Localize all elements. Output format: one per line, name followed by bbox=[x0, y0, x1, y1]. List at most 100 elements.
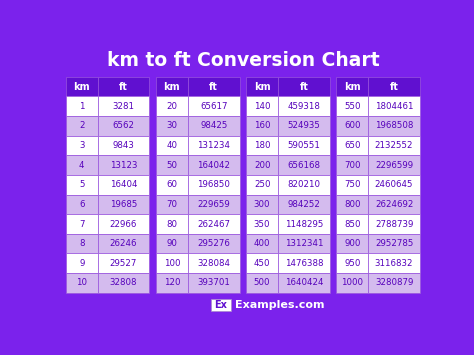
Bar bbox=[368, 155, 420, 175]
Bar bbox=[368, 116, 420, 136]
Bar bbox=[98, 136, 149, 155]
Text: 120: 120 bbox=[164, 278, 180, 288]
Bar bbox=[98, 195, 149, 214]
Bar bbox=[337, 195, 368, 214]
Bar bbox=[337, 253, 368, 273]
Bar bbox=[66, 136, 98, 155]
Text: 400: 400 bbox=[254, 239, 270, 248]
Bar bbox=[246, 136, 278, 155]
Text: 550: 550 bbox=[344, 102, 361, 111]
Text: 1476388: 1476388 bbox=[285, 259, 323, 268]
Text: 8: 8 bbox=[79, 239, 84, 248]
Bar bbox=[278, 77, 330, 97]
Text: 26246: 26246 bbox=[110, 239, 137, 248]
Text: 820210: 820210 bbox=[287, 180, 320, 189]
Bar bbox=[278, 116, 330, 136]
Text: 1312341: 1312341 bbox=[285, 239, 323, 248]
Bar bbox=[337, 214, 368, 234]
Bar bbox=[98, 214, 149, 234]
Text: 4: 4 bbox=[79, 160, 84, 170]
Text: 9: 9 bbox=[79, 259, 84, 268]
Bar bbox=[156, 155, 188, 175]
Text: 262467: 262467 bbox=[197, 219, 230, 229]
Text: 2460645: 2460645 bbox=[375, 180, 413, 189]
Bar bbox=[66, 234, 98, 253]
Text: 196850: 196850 bbox=[197, 180, 230, 189]
Bar bbox=[246, 97, 278, 116]
Bar bbox=[188, 97, 240, 116]
Text: 140: 140 bbox=[254, 102, 270, 111]
Bar bbox=[156, 136, 188, 155]
Bar bbox=[278, 214, 330, 234]
Bar bbox=[156, 273, 188, 293]
Text: ft: ft bbox=[119, 82, 128, 92]
Text: 524935: 524935 bbox=[287, 121, 320, 130]
Text: km to ft Conversion Chart: km to ft Conversion Chart bbox=[107, 51, 379, 70]
Bar bbox=[246, 195, 278, 214]
Text: Examples.com: Examples.com bbox=[235, 300, 324, 310]
Text: 2624692: 2624692 bbox=[375, 200, 413, 209]
Text: 984252: 984252 bbox=[287, 200, 320, 209]
Bar bbox=[66, 175, 98, 195]
Text: 1968508: 1968508 bbox=[375, 121, 413, 130]
Bar bbox=[337, 175, 368, 195]
Text: 9843: 9843 bbox=[113, 141, 135, 150]
Text: 30: 30 bbox=[166, 121, 177, 130]
Bar bbox=[156, 195, 188, 214]
Bar bbox=[278, 136, 330, 155]
Text: 19685: 19685 bbox=[110, 200, 137, 209]
Bar bbox=[368, 234, 420, 253]
Bar bbox=[278, 253, 330, 273]
Bar bbox=[246, 77, 278, 97]
Bar bbox=[337, 273, 368, 293]
Text: 3: 3 bbox=[79, 141, 84, 150]
Bar bbox=[188, 234, 240, 253]
Text: 2: 2 bbox=[79, 121, 84, 130]
Text: 328084: 328084 bbox=[197, 259, 230, 268]
Text: 656168: 656168 bbox=[287, 160, 320, 170]
Bar bbox=[188, 136, 240, 155]
Text: ft: ft bbox=[210, 82, 218, 92]
Text: 32808: 32808 bbox=[110, 278, 137, 288]
Text: 300: 300 bbox=[254, 200, 270, 209]
Bar bbox=[156, 234, 188, 253]
Bar bbox=[368, 214, 420, 234]
Text: 13123: 13123 bbox=[110, 160, 137, 170]
Bar bbox=[156, 97, 188, 116]
Bar bbox=[188, 273, 240, 293]
Text: 65617: 65617 bbox=[200, 102, 228, 111]
Text: 98425: 98425 bbox=[200, 121, 228, 130]
Bar bbox=[98, 234, 149, 253]
Bar bbox=[156, 77, 188, 97]
Text: 6562: 6562 bbox=[112, 121, 135, 130]
Bar bbox=[188, 155, 240, 175]
Bar bbox=[278, 175, 330, 195]
Bar bbox=[278, 155, 330, 175]
Bar bbox=[337, 97, 368, 116]
Text: km: km bbox=[164, 82, 180, 92]
Text: 90: 90 bbox=[166, 239, 177, 248]
Text: 1148295: 1148295 bbox=[285, 219, 323, 229]
Bar bbox=[98, 175, 149, 195]
Bar bbox=[246, 175, 278, 195]
Text: 40: 40 bbox=[166, 141, 177, 150]
Text: km: km bbox=[254, 82, 271, 92]
Bar bbox=[156, 214, 188, 234]
Bar bbox=[66, 253, 98, 273]
Text: ft: ft bbox=[300, 82, 308, 92]
Bar bbox=[278, 195, 330, 214]
Bar bbox=[98, 116, 149, 136]
Bar bbox=[278, 273, 330, 293]
Bar bbox=[246, 234, 278, 253]
Text: 3281: 3281 bbox=[112, 102, 135, 111]
Text: 7: 7 bbox=[79, 219, 84, 229]
Text: 3280879: 3280879 bbox=[375, 278, 413, 288]
Bar bbox=[98, 155, 149, 175]
Bar bbox=[246, 214, 278, 234]
Text: 160: 160 bbox=[254, 121, 270, 130]
Bar bbox=[188, 116, 240, 136]
Bar bbox=[337, 77, 368, 97]
Text: 180: 180 bbox=[254, 141, 270, 150]
Bar bbox=[188, 214, 240, 234]
Bar bbox=[98, 273, 149, 293]
